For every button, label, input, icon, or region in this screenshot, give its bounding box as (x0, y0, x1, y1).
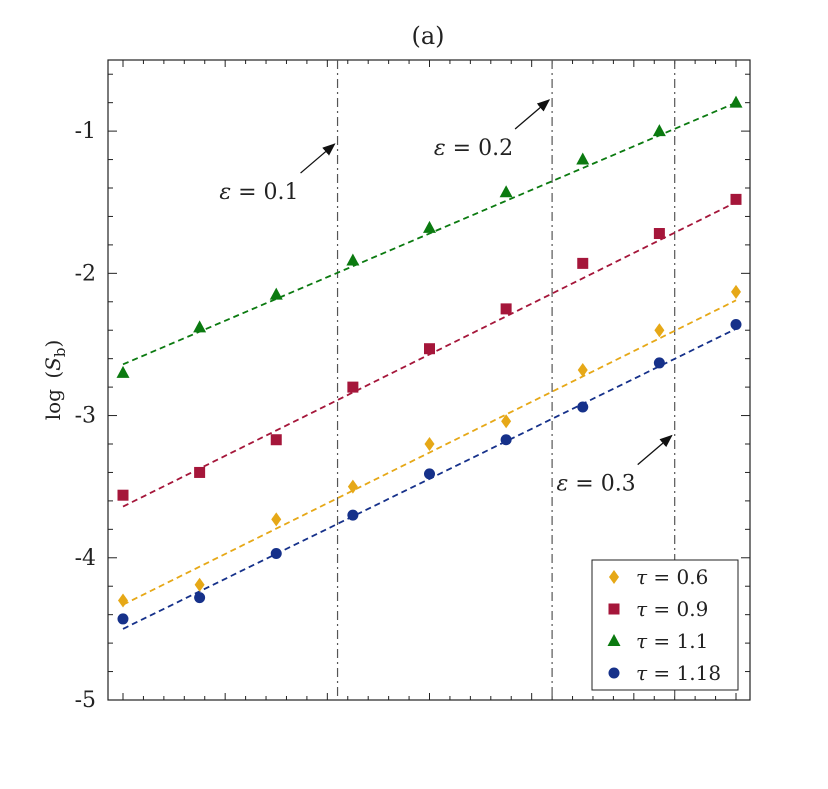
data-point (116, 365, 130, 378)
legend-tau-value: = 1.18 (653, 661, 721, 685)
legend-tau-value: = 1.1 (653, 629, 708, 653)
data-point (577, 257, 589, 269)
legend-label: τ = 1.1 (636, 629, 708, 653)
data-point (423, 220, 436, 233)
y-tick-label: -1 (75, 119, 96, 144)
epsilon-arrow (300, 143, 336, 174)
data-point (576, 152, 590, 165)
data-point (269, 287, 283, 300)
y-axis-label-close: ) (41, 340, 65, 348)
data-point (653, 228, 665, 240)
y-tick-label: -2 (75, 261, 96, 286)
legend-label: τ = 0.6 (636, 565, 708, 589)
fit-line (122, 101, 737, 366)
data-point (117, 489, 129, 501)
data-point (500, 434, 512, 446)
data-point (729, 95, 743, 108)
data-point (500, 303, 512, 315)
fit-line (122, 299, 737, 606)
data-point (607, 634, 621, 646)
legend-tau-value: = 0.9 (653, 597, 708, 621)
data-point (194, 592, 206, 604)
chart-title: (a) (411, 22, 444, 50)
epsilon-value: = 0.2 (453, 136, 513, 161)
epsilon-value: = 0.3 (575, 472, 635, 497)
data-point (347, 381, 359, 393)
legend-tau-symbol: τ (636, 597, 653, 621)
epsilon-annotations: ε = 0.1ε = 0.2ε = 0.3 (219, 99, 673, 497)
data-point (193, 320, 207, 333)
fit-lines (122, 101, 737, 630)
y-tick-label: -3 (75, 404, 96, 429)
legend-tau-symbol: τ (636, 629, 653, 653)
epsilon-symbol: ε (434, 136, 453, 161)
data-point (577, 363, 588, 378)
fit-line (122, 201, 737, 508)
data-point (653, 357, 665, 369)
epsilon-label: ε = 0.2 (434, 136, 513, 161)
data-point (270, 434, 282, 446)
legend-label: τ = 0.9 (636, 597, 708, 621)
legend-label: τ = 1.18 (636, 661, 721, 685)
data-point (730, 193, 742, 205)
y-axis-label-var: S (41, 357, 65, 371)
data-point (652, 124, 666, 137)
data-point (270, 548, 282, 560)
data-point (731, 284, 741, 299)
y-axis-label-open: ( (41, 371, 65, 379)
y-axis-label: log (Sb) (41, 340, 69, 421)
data-point (118, 593, 128, 608)
epsilon-label: ε = 0.3 (556, 472, 635, 497)
y-tick-label: -4 (75, 546, 96, 571)
data-point (347, 509, 359, 521)
data-point (347, 479, 358, 494)
epsilon-arrow (514, 99, 551, 130)
y-axis-label-sub: b (51, 348, 69, 358)
legend-tau-symbol: τ (636, 565, 653, 589)
epsilon-value: = 0.1 (238, 180, 298, 205)
data-point (499, 185, 513, 198)
legend-tau-symbol: τ (636, 661, 653, 685)
data-point (501, 414, 512, 429)
data-point (608, 667, 620, 679)
data-point (424, 437, 435, 451)
data-point (654, 323, 665, 338)
data-point (194, 466, 206, 478)
data-point (346, 253, 360, 266)
epsilon-symbol: ε (219, 180, 238, 205)
epsilon-label: ε = 0.1 (219, 180, 298, 205)
data-point (608, 603, 620, 615)
data-markers (116, 95, 743, 625)
epsilon-arrow (637, 434, 673, 466)
legend-tau-value: = 0.6 (653, 565, 708, 589)
plot-area: -5-4-3-2-1 ε = 0.1ε = 0.2ε = 0.3 (75, 59, 751, 713)
data-point (194, 577, 205, 592)
data-point (609, 570, 619, 584)
data-point (577, 401, 589, 413)
data-point (730, 319, 742, 331)
legend: τ = 0.6τ = 0.9τ = 1.1τ = 1.18 (591, 559, 739, 691)
epsilon-symbol: ε (556, 472, 575, 497)
y-axis-label-func: log (41, 389, 65, 420)
y-tick-label: -5 (75, 688, 96, 713)
data-point (424, 343, 435, 355)
data-point (117, 613, 129, 625)
data-point (424, 468, 435, 480)
y-tick-labels: -5 -4 -3 -2 -1 (75, 119, 96, 713)
data-point (271, 512, 282, 527)
